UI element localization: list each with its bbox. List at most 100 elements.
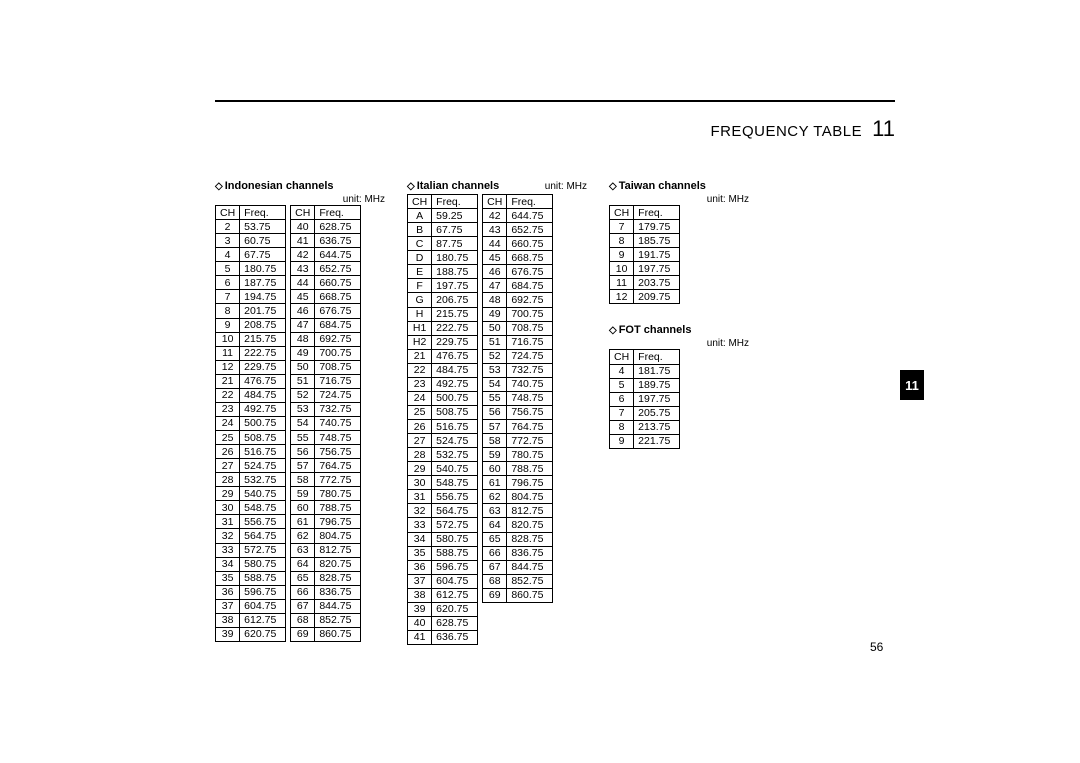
table-row: 50708.75 xyxy=(291,360,361,374)
table-row: 43652.75 xyxy=(291,262,361,276)
table-row: 25508.75 xyxy=(216,431,286,445)
table-fot-col1: CHFreq.4181.755189.756197.757205.758213.… xyxy=(609,349,680,448)
table-row: 6187.75 xyxy=(216,276,286,290)
table-row: 57764.75 xyxy=(291,459,361,473)
table-row: 49700.75 xyxy=(291,346,361,360)
table-row: F197.75 xyxy=(408,279,478,293)
table-row: 33572.75 xyxy=(408,518,478,532)
table-row: 39620.75 xyxy=(216,627,286,641)
table-row: 58772.75 xyxy=(483,434,553,448)
table-row: 54740.75 xyxy=(483,377,553,391)
table-row: 8201.75 xyxy=(216,304,286,318)
table-row: 58772.75 xyxy=(291,473,361,487)
table-row: 44660.75 xyxy=(483,237,553,251)
table-row: 42644.75 xyxy=(291,248,361,262)
table-row: 21476.75 xyxy=(216,374,286,388)
table-row: 64820.75 xyxy=(291,557,361,571)
table-row: H215.75 xyxy=(408,307,478,321)
table-row: 24500.75 xyxy=(408,391,478,405)
table-row: 50708.75 xyxy=(483,321,553,335)
table-row: 68852.75 xyxy=(291,613,361,627)
table-row: 28532.75 xyxy=(408,448,478,462)
table-row: 66836.75 xyxy=(291,585,361,599)
table-row: 47684.75 xyxy=(291,318,361,332)
page-number: 56 xyxy=(870,640,883,654)
table-row: 51716.75 xyxy=(291,374,361,388)
table-row: 11203.75 xyxy=(610,276,680,290)
table-row: 9191.75 xyxy=(610,248,680,262)
table-row: 69860.75 xyxy=(483,588,553,602)
table-row: 34580.75 xyxy=(408,532,478,546)
table-indonesian-col1: CHFreq.253.75360.75467.755180.756187.757… xyxy=(215,205,286,642)
header-section-number: 11 xyxy=(872,116,895,142)
table-row: 65828.75 xyxy=(291,571,361,585)
section-italian: ◇Italian channels unit: MHz CHFreq.A59.2… xyxy=(407,180,587,645)
unit-label-italian: unit: MHz xyxy=(545,181,587,192)
table-italian-col1: CHFreq.A59.25B67.75C87.75D180.75E188.75F… xyxy=(407,194,478,645)
table-row: 9208.75 xyxy=(216,318,286,332)
side-tab: 11 xyxy=(900,370,924,400)
section-title-italian: ◇Italian channels xyxy=(407,180,499,192)
table-row: 12209.75 xyxy=(610,290,680,304)
table-row: 40628.75 xyxy=(291,220,361,234)
table-row: 57764.75 xyxy=(483,420,553,434)
table-row: 35588.75 xyxy=(408,546,478,560)
table-row: 9221.75 xyxy=(610,434,680,448)
table-row: 54740.75 xyxy=(291,416,361,430)
table-row: H1222.75 xyxy=(408,321,478,335)
table-row: 53732.75 xyxy=(291,402,361,416)
table-row: 61796.75 xyxy=(291,515,361,529)
table-row: 42644.75 xyxy=(483,209,553,223)
table-row: 27524.75 xyxy=(216,459,286,473)
table-italian-col2: CHFreq.42644.7543652.7544660.7545668.754… xyxy=(482,194,553,603)
section-right-stack: ◇Taiwan channels unit: MHz CHFreq.7179.7… xyxy=(609,180,749,449)
table-row: G206.75 xyxy=(408,293,478,307)
table-row: 52724.75 xyxy=(483,349,553,363)
table-row: 24500.75 xyxy=(216,416,286,430)
table-row: 47684.75 xyxy=(483,279,553,293)
table-row: 41636.75 xyxy=(408,630,478,644)
table-row: 35588.75 xyxy=(216,571,286,585)
table-row: 7194.75 xyxy=(216,290,286,304)
table-row: 8185.75 xyxy=(610,234,680,248)
header-title: FREQUENCY TABLE xyxy=(710,123,862,140)
table-row: 5180.75 xyxy=(216,262,286,276)
table-row: 36596.75 xyxy=(408,560,478,574)
tables-italian: CHFreq.A59.25B67.75C87.75D180.75E188.75F… xyxy=(407,194,587,645)
table-row: 60788.75 xyxy=(483,462,553,476)
table-row: 37604.75 xyxy=(408,574,478,588)
table-row: 253.75 xyxy=(216,220,286,234)
sections-container: ◇Indonesian channels unit: MHz CHFreq.25… xyxy=(215,180,895,645)
table-row: 46676.75 xyxy=(291,304,361,318)
table-row: 29540.75 xyxy=(216,487,286,501)
table-row: 67844.75 xyxy=(483,560,553,574)
table-row: 29540.75 xyxy=(408,462,478,476)
table-row: 11222.75 xyxy=(216,346,286,360)
table-row: 65828.75 xyxy=(483,532,553,546)
section-title-taiwan: ◇Taiwan channels xyxy=(609,180,706,192)
table-row: E188.75 xyxy=(408,265,478,279)
table-row: 467.75 xyxy=(216,248,286,262)
top-rule xyxy=(215,100,895,102)
section-title-fot: ◇FOT channels xyxy=(609,324,691,336)
table-row: 41636.75 xyxy=(291,234,361,248)
table-row: 59780.75 xyxy=(483,448,553,462)
table-row: 43652.75 xyxy=(483,223,553,237)
table-row: 32564.75 xyxy=(408,504,478,518)
table-row: 69860.75 xyxy=(291,627,361,641)
table-row: D180.75 xyxy=(408,251,478,265)
tables-taiwan: CHFreq.7179.758185.759191.7510197.751120… xyxy=(609,205,749,304)
table-row: 62804.75 xyxy=(483,490,553,504)
table-row: 39620.75 xyxy=(408,602,478,616)
unit-label-taiwan: unit: MHz xyxy=(609,194,749,205)
table-row: 31556.75 xyxy=(408,490,478,504)
page-content: FREQUENCY TABLE 11 ◇Indonesian channels … xyxy=(215,100,895,645)
table-row: 4181.75 xyxy=(610,364,680,378)
tables-indonesian: CHFreq.253.75360.75467.755180.756187.757… xyxy=(215,205,385,642)
table-row: 6197.75 xyxy=(610,392,680,406)
table-row: 45668.75 xyxy=(483,251,553,265)
section-indonesian: ◇Indonesian channels unit: MHz CHFreq.25… xyxy=(215,180,385,642)
table-row: 49700.75 xyxy=(483,307,553,321)
table-row: H2229.75 xyxy=(408,335,478,349)
table-row: 30548.75 xyxy=(408,476,478,490)
